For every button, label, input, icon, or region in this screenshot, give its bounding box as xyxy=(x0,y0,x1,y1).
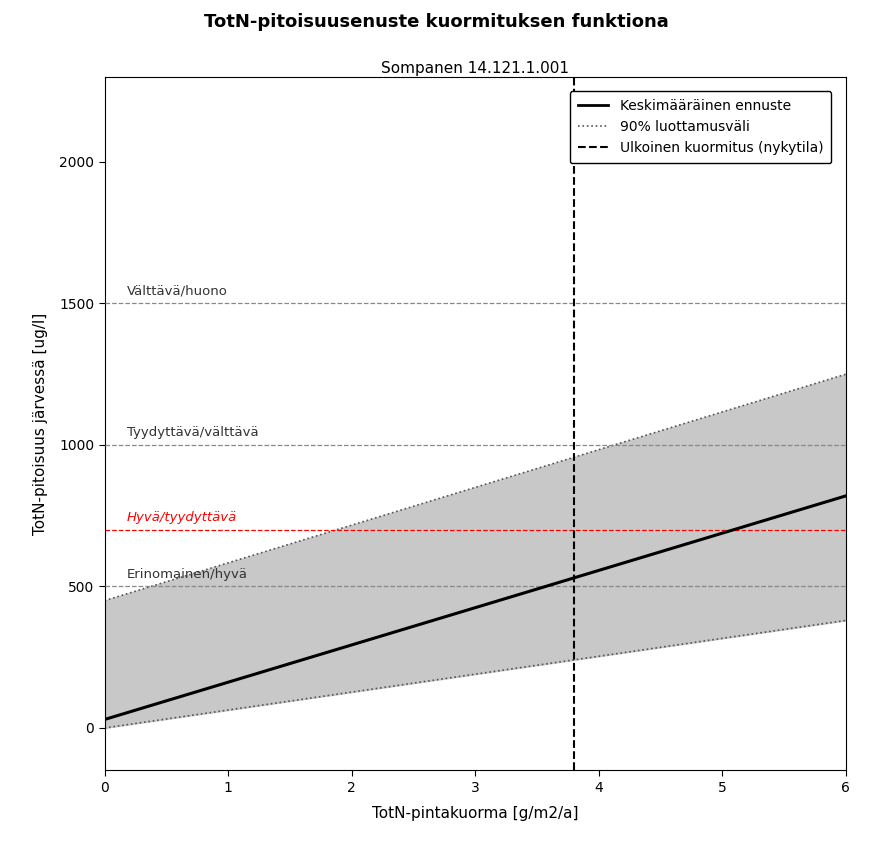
Title: Sompanen 14.121.1.001: Sompanen 14.121.1.001 xyxy=(381,61,569,76)
Text: Hyvä/tyydyttävä: Hyvä/tyydyttävä xyxy=(127,511,237,524)
Text: Erinomainen/hyvä: Erinomainen/hyvä xyxy=(127,568,248,580)
Legend: Keskimääräinen ennuste, 90% luottamusväli, Ulkoinen kuormitus (nykytila): Keskimääräinen ennuste, 90% luottamusväl… xyxy=(569,91,832,163)
X-axis label: TotN-pintakuorma [g/m2/a]: TotN-pintakuorma [g/m2/a] xyxy=(372,806,578,821)
Text: Tyydyttävä/välttävä: Tyydyttävä/välttävä xyxy=(127,426,258,439)
Y-axis label: TotN-pitoisuus järvessä [ug/l]: TotN-pitoisuus järvessä [ug/l] xyxy=(33,312,48,535)
Text: Välttävä/huono: Välttävä/huono xyxy=(127,285,228,298)
Text: TotN-pitoisuusenuste kuormituksen funktiona: TotN-pitoisuusenuste kuormituksen funkti… xyxy=(204,13,668,31)
